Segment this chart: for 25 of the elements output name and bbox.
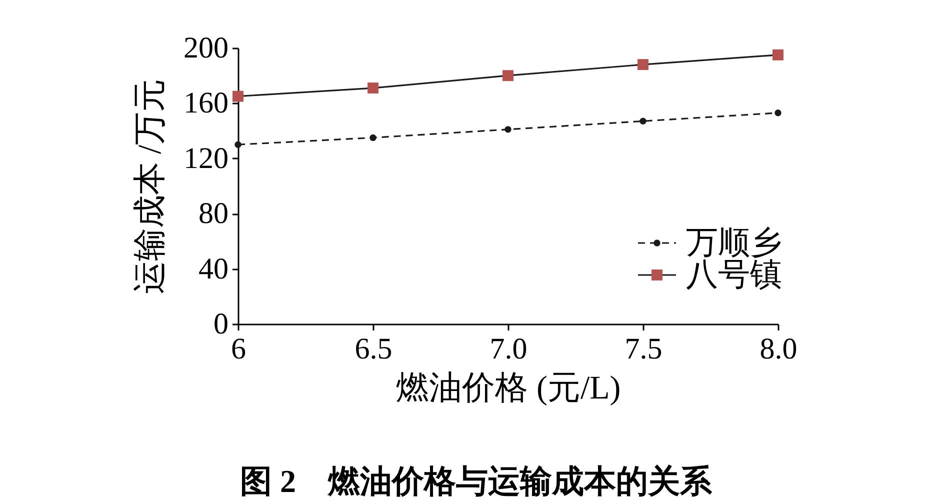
y-tick-label: 40 — [198, 252, 228, 286]
point — [502, 70, 514, 82]
point — [368, 82, 378, 94]
x-tick-label: 7.5 — [624, 332, 662, 366]
x-tick-label: 8.0 — [760, 332, 798, 366]
x-tick-label: 6 — [231, 332, 246, 366]
point — [232, 90, 244, 102]
point — [638, 59, 648, 70]
point — [772, 49, 784, 60]
x-tick-label: 7.0 — [490, 332, 528, 366]
y-axis-title: 运输成本 /万元 — [132, 78, 168, 294]
y-tick-label: 0 — [214, 308, 228, 340]
point — [504, 126, 512, 133]
point — [234, 141, 242, 148]
y-tick-label: 80 — [198, 197, 228, 230]
y-tick-label: 160 — [184, 86, 228, 120]
point — [774, 110, 782, 116]
legend-label: 万顺乡 — [686, 224, 782, 260]
x-axis-title: 燃油价格 (元/L) — [396, 370, 621, 406]
text: 图 2 燃油价格与运输成本的关系 — [240, 463, 713, 499]
x-tick-label: 6.5 — [354, 332, 392, 366]
point — [640, 118, 646, 124]
point — [370, 134, 376, 142]
y-tick-label: 120 — [184, 142, 228, 175]
y-tick-label: 200 — [184, 32, 228, 64]
